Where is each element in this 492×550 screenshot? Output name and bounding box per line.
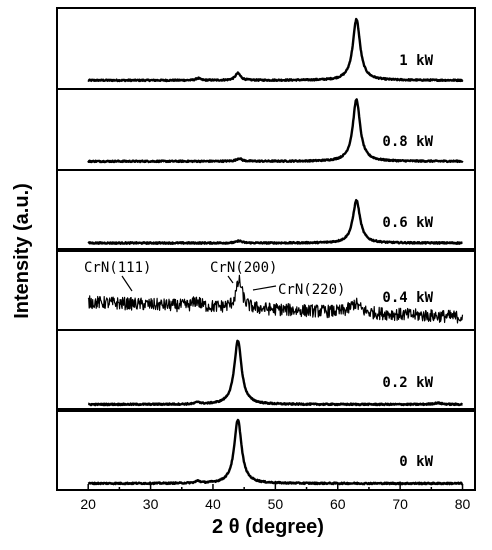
annotation-label: CrN(200) <box>210 260 277 276</box>
x-tick-label: 80 <box>455 496 471 512</box>
series-label: 0.2 kW <box>382 375 433 391</box>
panel-frame <box>56 88 476 171</box>
series-traces <box>87 17 464 486</box>
series-label: 0.6 kW <box>382 215 433 231</box>
peak-annotations: CrN(111) CrN(200)CrN(220) <box>84 260 345 298</box>
x-tick-label: 20 <box>80 496 96 512</box>
panel-frame <box>56 7 476 90</box>
annotation-label: CrN(220) <box>278 282 345 298</box>
annotation-label: CrN(111) <box>84 260 151 276</box>
panel-frame <box>56 169 476 252</box>
series-line <box>87 98 464 164</box>
x-axis-title: 2 θ (degree) <box>212 516 324 538</box>
x-tick-label: 60 <box>330 496 346 512</box>
annotation-arrow <box>227 275 234 284</box>
panel-frame <box>56 408 476 491</box>
annotation-arrow <box>121 275 133 292</box>
x-tick-label: 30 <box>143 496 159 512</box>
series-line <box>87 198 464 245</box>
series-label: 0.4 kW <box>382 290 433 306</box>
series-label: 0 kW <box>399 454 433 470</box>
series-label: 0.8 kW <box>382 134 433 150</box>
series-line <box>87 274 464 324</box>
series-label: 1 kW <box>399 53 433 69</box>
series-line <box>87 339 464 407</box>
panel-labels: 1 kW 0.8 kW 0.6 kW 0.4 kW 0.2 kW 0 kW <box>382 53 433 470</box>
y-axis-title: Intensity (a.u.) <box>11 183 33 319</box>
x-axis: 20 30 40 50 60 70 80 <box>80 484 471 512</box>
series-line <box>87 17 464 83</box>
x-tick-label: 40 <box>205 496 221 512</box>
panel-frame <box>56 329 476 412</box>
annotation-arrow <box>252 285 277 291</box>
x-tick-label: 70 <box>392 496 408 512</box>
series-line <box>87 418 464 486</box>
x-tick-label: 50 <box>268 496 284 512</box>
panel-frames <box>56 7 476 491</box>
